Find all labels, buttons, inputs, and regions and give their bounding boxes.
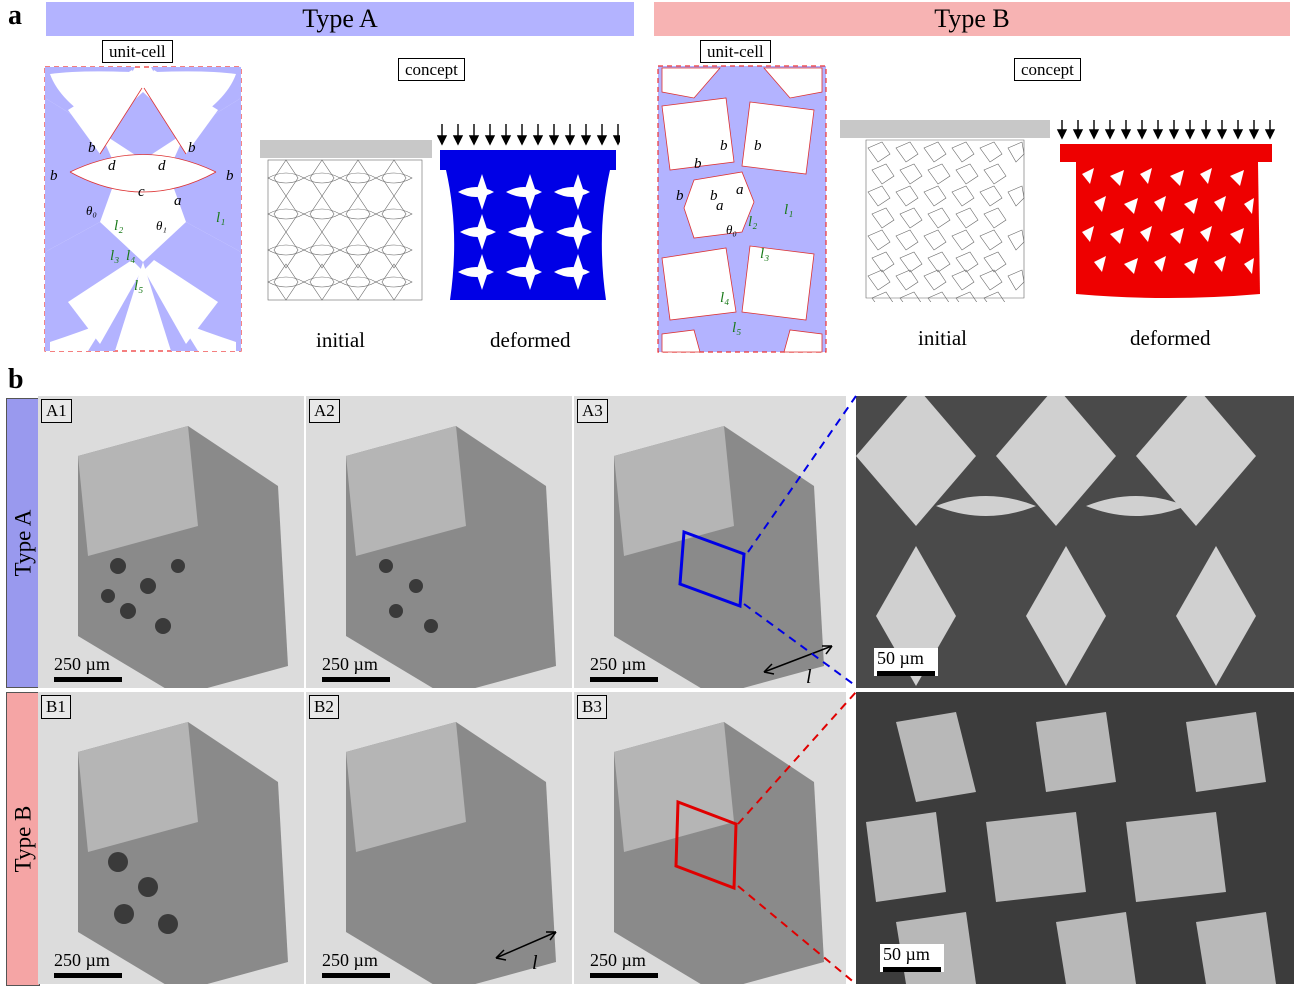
sem-image-a2	[346, 426, 556, 688]
tile-label-a3: A3	[577, 399, 608, 423]
svg-text:c: c	[138, 184, 145, 200]
scalebar-a2: 250 µm	[322, 654, 390, 682]
tile-label-b2: B2	[309, 695, 339, 719]
svg-text:l₃: l₃	[110, 248, 119, 264]
svg-text:d: d	[158, 158, 166, 174]
type-b-initial-caption: initial	[918, 326, 967, 350]
sem-tile-a2: A2 250 µm	[306, 396, 572, 688]
svg-text:a: a	[174, 193, 182, 209]
scalebar-b1-text: 250 µm	[54, 950, 110, 970]
svg-text:b: b	[188, 140, 196, 156]
panel-letter-a: a	[8, 0, 22, 31]
tile-label-a2: A2	[309, 399, 340, 423]
row-a-label: Type A	[6, 398, 40, 688]
type-a-initial-caption: initial	[316, 328, 365, 352]
svg-text:b: b	[754, 138, 762, 154]
sem-tile-b2: B2 250 µm l	[306, 692, 572, 984]
type-a-deformed-caption: deformed	[490, 328, 571, 352]
axis-label-b2: l	[532, 952, 538, 974]
sem-zoom-b: 50 µm	[856, 692, 1294, 984]
type-a-header-text: Type A	[302, 4, 378, 33]
sem-image-a1	[78, 426, 288, 688]
type-b-initial-diagram	[840, 120, 1050, 302]
sem-tile-a3: A3 250 µm l	[574, 396, 846, 688]
sem-image-a3	[614, 426, 833, 688]
type-a-deformed-diagram	[436, 123, 620, 300]
svg-text:θ₁: θ₁	[156, 218, 167, 233]
tile-label-b3: B3	[577, 695, 607, 719]
svg-text:a: a	[736, 182, 744, 198]
type-b-deformed-diagram	[1056, 119, 1275, 298]
svg-text:l₅: l₅	[732, 320, 741, 336]
sem-image-b1	[78, 722, 288, 984]
zoom-connector-b	[737, 691, 857, 985]
svg-text:l₄: l₄	[126, 248, 135, 264]
svg-text:l₂: l₂	[748, 214, 757, 230]
tile-label-a1: A1	[41, 399, 72, 423]
svg-text:θ₀: θ₀	[726, 222, 737, 237]
zoom-connector-a	[743, 395, 857, 687]
row-b-label: Type B	[6, 692, 40, 986]
type-b-deformed-caption: deformed	[1130, 326, 1211, 350]
scalebar-b2-text: 250 µm	[322, 950, 378, 970]
sem-tile-a1: A1 250 µm	[38, 396, 304, 688]
svg-text:a: a	[716, 198, 724, 214]
scalebar-zoom-a-text: 50 µm	[877, 648, 924, 668]
type-b-concept-label: concept	[1014, 58, 1081, 81]
type-b-header: Type B	[654, 2, 1290, 36]
svg-text:θ₀: θ₀	[86, 203, 97, 218]
scalebar-a3-text: 250 µm	[590, 654, 646, 674]
svg-text:b: b	[720, 138, 728, 154]
scalebar-a2-text: 250 µm	[322, 654, 378, 674]
scalebar-zoom-a: 50 µm	[874, 648, 938, 676]
sem-zoom-b-image	[866, 712, 1276, 984]
scalebar-b2: 250 µm	[322, 950, 390, 978]
panel-letter-b: b	[8, 364, 24, 395]
scalebar-b1: 250 µm	[54, 950, 122, 978]
svg-text:l₄: l₄	[720, 290, 729, 306]
svg-text:b: b	[694, 156, 702, 172]
sem-zoom-a: 50 µm	[856, 396, 1294, 688]
svg-text:l₁: l₁	[784, 202, 793, 218]
scalebar-b3: 250 µm	[590, 950, 658, 978]
scalebar-a1-text: 250 µm	[54, 654, 110, 674]
type-a-header: Type A	[46, 2, 634, 36]
scalebar-b3-text: 250 µm	[590, 950, 646, 970]
sem-image-b2	[346, 722, 557, 984]
type-a-concept-label: concept	[398, 58, 465, 81]
svg-text:d: d	[108, 158, 116, 174]
scalebar-zoom-b-text: 50 µm	[883, 944, 930, 964]
type-b-unit-cell-label: unit-cell	[700, 40, 771, 63]
svg-text:b: b	[88, 140, 96, 156]
type-a-unit-cell-label: unit-cell	[102, 40, 173, 63]
svg-text:l₁: l₁	[216, 210, 225, 226]
scalebar-zoom-b: 50 µm	[880, 944, 944, 972]
scalebar-a3: 250 µm	[590, 654, 658, 682]
sem-zoom-a-image	[856, 396, 1256, 686]
svg-text:l₂: l₂	[114, 218, 123, 234]
row-b-label-text: Type B	[10, 805, 35, 873]
row-a-label-text: Type A	[10, 509, 35, 577]
svg-text:l₃: l₃	[760, 246, 769, 262]
sem-tile-b1: B1 250 µm	[38, 692, 304, 984]
svg-text:b: b	[710, 188, 718, 204]
type-b-header-text: Type B	[934, 4, 1010, 33]
svg-text:b: b	[226, 168, 234, 184]
scalebar-a1: 250 µm	[54, 654, 122, 682]
svg-text:l₅: l₅	[134, 278, 143, 294]
tile-label-b1: B1	[41, 695, 71, 719]
axis-label-a3: l	[806, 666, 812, 688]
svg-text:b: b	[50, 168, 58, 184]
svg-text:b: b	[676, 188, 684, 204]
type-a-initial-diagram	[260, 140, 432, 301]
